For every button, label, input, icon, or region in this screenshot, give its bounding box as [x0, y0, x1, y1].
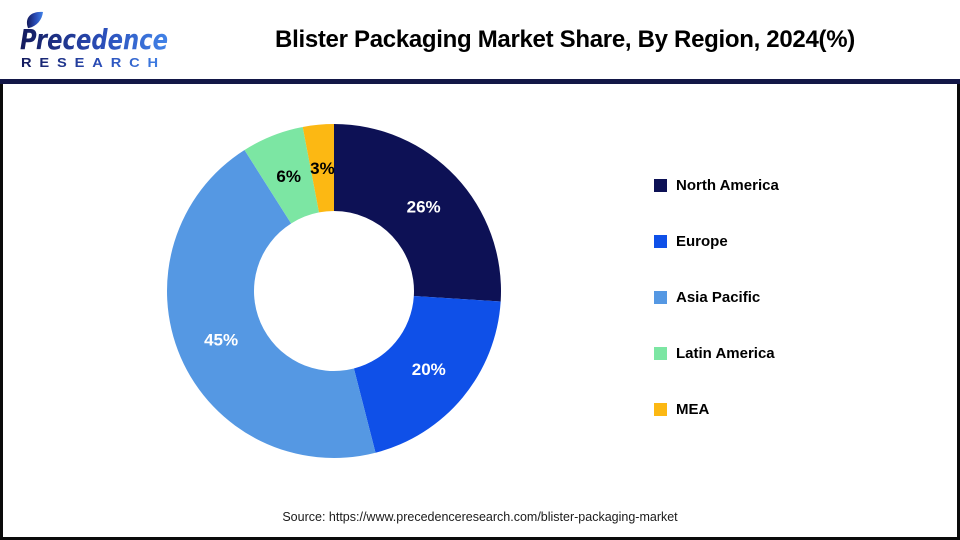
legend-item: MEA [654, 400, 779, 419]
slice-label: 45% [204, 330, 238, 349]
logo-brand-text: Precedence [20, 23, 168, 56]
legend-label: North America [676, 177, 779, 194]
chart-legend: North America Europe Asia Pacific Latin Ame… [654, 176, 779, 456]
logo-sub-text: RESEARCH [21, 55, 166, 70]
slice-label: 6% [276, 167, 301, 186]
page-title: Blister Packaging Market Share, By Regio… [275, 25, 855, 53]
legend-item: Latin America [654, 344, 779, 363]
legend-swatch [654, 235, 667, 248]
header-separator [0, 79, 960, 84]
legend-swatch [654, 179, 667, 192]
legend-label: Asia Pacific [676, 289, 761, 306]
slice-label: 20% [412, 360, 446, 379]
legend-label: MEA [676, 401, 710, 418]
slice-label: 26% [407, 197, 441, 216]
pie-slice-north-america [334, 124, 501, 302]
pie-slice-europe [353, 296, 501, 453]
pie-slice-latin-america [244, 126, 320, 224]
legend-item: Europe [654, 232, 779, 251]
legend-swatch [654, 403, 667, 416]
header: Precedence RESEARCH Blister Packaging Ma… [0, 0, 960, 79]
legend-swatch [654, 347, 667, 360]
legend-item: Asia Pacific [654, 288, 779, 307]
slice-label: 3% [310, 159, 335, 178]
pie-slice-mea [302, 124, 334, 213]
brand-logo: Precedence RESEARCH [20, 11, 172, 76]
legend-swatch [654, 291, 667, 304]
leaf-icon [26, 11, 43, 29]
donut-chart: 26% 20% 45% 6% 3% [166, 124, 501, 459]
pie-slice-asia-pacific [166, 149, 376, 459]
legend-label: Europe [676, 233, 728, 250]
legend-label: Latin America [676, 345, 775, 362]
source-text: Source: https://www.precedenceresearch.c… [282, 510, 678, 524]
legend-item: North America [654, 176, 779, 195]
